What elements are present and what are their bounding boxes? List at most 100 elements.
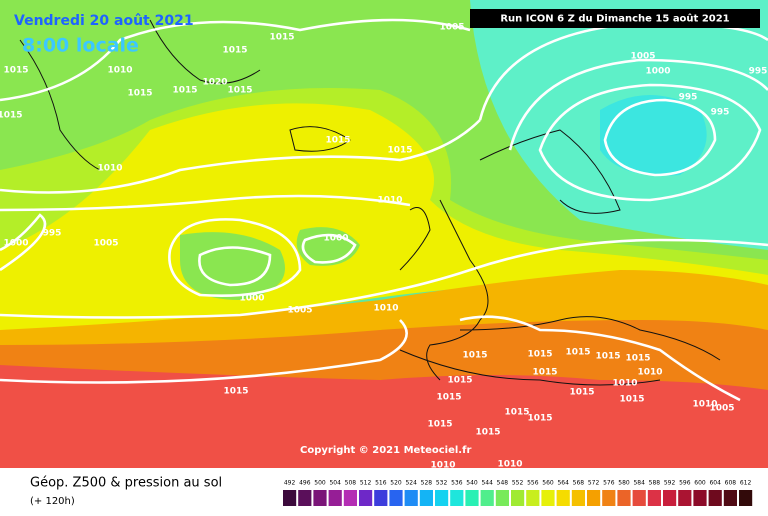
- isobar: [459, 315, 741, 402]
- scale-swatch: [663, 490, 677, 506]
- scale-label: 536: [451, 480, 463, 487]
- isobar-label: 1015: [172, 86, 197, 96]
- run-info: Run ICON 6 Z du Dimanche 15 août 2021: [500, 13, 729, 25]
- isobar: [198, 246, 272, 287]
- scale-swatch: [708, 490, 722, 506]
- isobar-label: 1015: [127, 89, 152, 99]
- scale-label: 552: [512, 480, 524, 487]
- scale-label: 528: [421, 480, 433, 487]
- scale-label: 524: [405, 480, 417, 487]
- scale-label: 580: [618, 480, 630, 487]
- isobar-label: 1010: [373, 304, 398, 314]
- isobar-label: 1015: [527, 414, 552, 424]
- scale-swatch: [526, 490, 540, 506]
- scale-label: 504: [329, 480, 341, 487]
- isobar-label: 1015: [3, 66, 28, 76]
- scale-swatch: [647, 490, 661, 506]
- region-low2: [180, 232, 285, 300]
- scale-swatch: [511, 490, 525, 506]
- scale-swatch: [495, 490, 509, 506]
- isobar-label: 1015: [436, 393, 461, 403]
- isobar: [603, 98, 717, 177]
- isobar: [538, 83, 762, 202]
- scale-swatch: [389, 490, 403, 506]
- isobar-label: 1010: [612, 379, 637, 389]
- isobar: [0, 194, 411, 212]
- isobar-label: 1010: [377, 196, 402, 206]
- isobar-label: 1005: [287, 306, 312, 316]
- isobar-label: 1010: [107, 66, 132, 76]
- isobar-label: 995: [43, 229, 62, 239]
- isobar-label: 1015: [427, 420, 452, 430]
- scale-label: 576: [603, 480, 615, 487]
- scale-label: 500: [314, 480, 326, 487]
- scale-label: 588: [649, 480, 661, 487]
- isobar-label: 1010: [430, 461, 455, 471]
- scale-label: 496: [299, 480, 311, 487]
- scale-label: 568: [573, 480, 585, 487]
- scale-label: 604: [709, 480, 721, 487]
- scale-label: 556: [527, 480, 539, 487]
- scale-label: 608: [725, 480, 737, 487]
- scale-swatch: [298, 490, 312, 506]
- scale-label: 492: [284, 480, 296, 487]
- forecast-time: 8:00 locale: [22, 35, 139, 57]
- coastline: [19, 19, 721, 386]
- isobar: [0, 119, 481, 194]
- isobar: [0, 238, 768, 319]
- scale-swatch: [617, 490, 631, 506]
- scale-label: 516: [375, 480, 387, 487]
- scale-label: 564: [557, 480, 569, 487]
- scale-swatch: [632, 490, 646, 506]
- isobar-label: 1010: [637, 368, 662, 378]
- isobar-label: 1005: [709, 404, 734, 414]
- scale-swatch: [541, 490, 555, 506]
- isobar-label: 1000: [3, 239, 28, 249]
- scale-swatch: [602, 490, 616, 506]
- isobar-label: 1010: [692, 400, 717, 410]
- isobar-label: 1015: [325, 136, 350, 146]
- scale-label: 600: [694, 480, 706, 487]
- isobar-label: 1015: [475, 428, 500, 438]
- isobar-label: 1015: [527, 350, 552, 360]
- forecast-date: Vendredi 20 août 2021: [14, 13, 194, 29]
- scale-swatch: [359, 490, 373, 506]
- isobar-label: 1000: [239, 294, 264, 304]
- run-box: [470, 9, 760, 28]
- isobar-label: 1015: [269, 33, 294, 43]
- scale-swatch: [480, 490, 494, 506]
- legend-title: Géop. Z500 & pression au sol: [30, 476, 222, 491]
- legend-subtitle: (+ 120h): [30, 496, 75, 507]
- isobar-label: 995: [679, 93, 698, 103]
- scale-label: 548: [497, 480, 509, 487]
- scale-swatch: [419, 490, 433, 506]
- isobar-label: 1005: [93, 239, 118, 249]
- scale-swatch: [283, 490, 297, 506]
- isobar: [0, 18, 471, 102]
- scale-label: 520: [390, 480, 402, 487]
- scale-label: 540: [466, 480, 478, 487]
- scale-swatch: [374, 490, 388, 506]
- scale-swatch: [678, 490, 692, 506]
- scale-swatch: [739, 490, 753, 506]
- scale-swatch: [435, 490, 449, 506]
- isobar-label: 1000: [323, 234, 348, 244]
- scale-label: 508: [345, 480, 357, 487]
- isobar-label: 1010: [497, 460, 522, 470]
- copyright: Copyright © 2021 Meteociel.fr: [300, 445, 471, 456]
- scale-swatch: [343, 490, 357, 506]
- isobar-label: 1015: [569, 388, 594, 398]
- isobar-label: 1015: [619, 395, 644, 405]
- scale-swatch: [556, 490, 570, 506]
- isobar-label: 1015: [504, 408, 529, 418]
- isobar-label: 1010: [97, 164, 122, 174]
- color-scale: 492 496 500 504 508 512 516 520 524 528 532 536 540 5…: [283, 480, 753, 506]
- region-low: [600, 95, 707, 176]
- region-red: [0, 365, 768, 468]
- isobar-label: 1005: [630, 52, 655, 62]
- scale-label: 596: [679, 480, 691, 487]
- isobar-label: 1015: [595, 352, 620, 362]
- scale-label: 584: [633, 480, 645, 487]
- isobar-label: 1015: [387, 146, 412, 156]
